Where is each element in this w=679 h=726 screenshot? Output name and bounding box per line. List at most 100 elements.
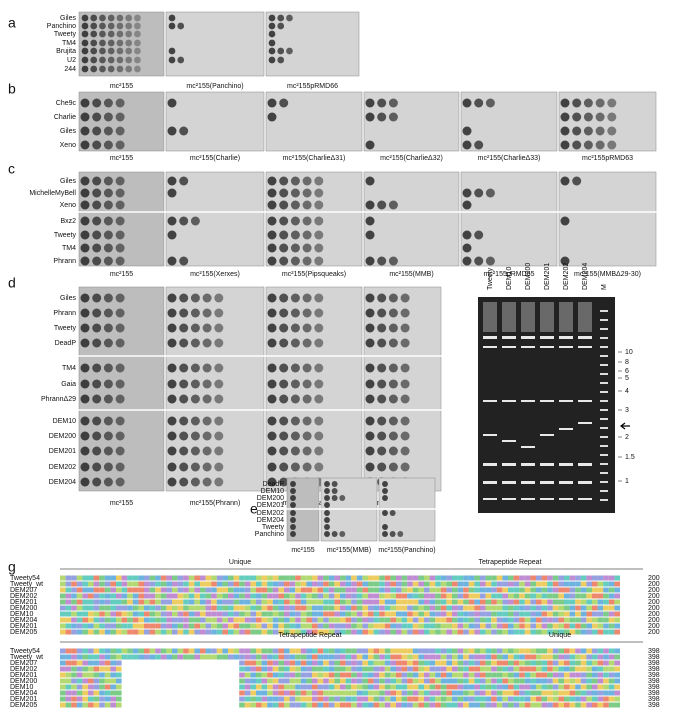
residue (407, 666, 413, 672)
residue (132, 623, 139, 629)
residue (552, 623, 559, 629)
seq-name: DEM200 (10, 605, 37, 612)
residue (384, 581, 391, 587)
residue (412, 629, 419, 635)
residue (536, 599, 542, 605)
residue (424, 611, 430, 617)
plate (165, 91, 265, 152)
residue (110, 660, 116, 666)
spot (125, 47, 133, 55)
residue (250, 684, 256, 690)
residue (362, 672, 368, 678)
residue (429, 654, 436, 660)
plate-caption: mc²155pRMD63 (582, 155, 633, 162)
residue (356, 617, 363, 623)
residue (289, 648, 296, 654)
residue (524, 654, 531, 660)
residue (261, 575, 268, 581)
row-label: MichelleMyBell (29, 190, 76, 197)
residue (491, 575, 497, 581)
residue (88, 581, 94, 587)
residue (239, 660, 245, 666)
residue (284, 611, 290, 617)
residue (558, 629, 564, 635)
residue (452, 672, 458, 678)
band (559, 400, 573, 402)
residue (323, 672, 329, 678)
residue (491, 587, 497, 593)
row-label: Gaia (61, 381, 76, 388)
residue (564, 581, 570, 587)
residue (127, 617, 133, 623)
residue (76, 690, 83, 696)
residue (547, 587, 553, 593)
spot (214, 363, 224, 373)
spot (80, 256, 90, 266)
residue (312, 654, 318, 660)
residue (183, 648, 189, 654)
residue (228, 623, 234, 629)
residue (580, 629, 587, 635)
residue (295, 678, 301, 684)
spot (179, 462, 189, 472)
residue (614, 672, 620, 678)
residue (468, 702, 475, 708)
residue (82, 672, 88, 678)
residue (384, 666, 391, 672)
residue (356, 575, 363, 581)
residue (569, 696, 576, 702)
residue (233, 648, 240, 654)
residue (547, 593, 553, 599)
residue (530, 666, 536, 672)
residue (345, 666, 352, 672)
residue (547, 684, 553, 690)
residue (496, 660, 503, 666)
residue (93, 696, 100, 702)
spot (365, 140, 375, 150)
residue (60, 629, 66, 635)
residue (418, 684, 424, 690)
residue (144, 629, 150, 635)
spot (462, 200, 472, 210)
seq-end: 398 (648, 672, 660, 679)
row-label: Panchino (255, 531, 284, 538)
residue (60, 593, 66, 599)
spot (400, 379, 410, 389)
residue (502, 605, 508, 611)
residue (401, 617, 408, 623)
row-label: Giles (60, 178, 76, 185)
residue (272, 617, 279, 623)
residue (597, 666, 604, 672)
residue (76, 660, 83, 666)
residue (351, 654, 357, 660)
residue (76, 605, 83, 611)
residue (244, 593, 251, 599)
spot (214, 338, 224, 348)
residue (485, 587, 492, 593)
residue (71, 629, 77, 635)
spot (290, 524, 296, 530)
residue (502, 696, 508, 702)
spot (115, 394, 125, 404)
residue (93, 611, 100, 617)
residue (71, 599, 77, 605)
residue (267, 684, 273, 690)
residue (396, 696, 402, 702)
band (502, 440, 516, 442)
residue (278, 690, 284, 696)
residue (485, 629, 492, 635)
residue (82, 611, 88, 617)
residue (463, 629, 469, 635)
spot (115, 323, 125, 333)
residue (603, 575, 609, 581)
residue (88, 599, 94, 605)
plate-caption: mc²155 (110, 83, 133, 90)
spot (214, 477, 224, 487)
spot (382, 510, 388, 516)
residue (502, 611, 508, 617)
spot (103, 379, 113, 389)
residue (586, 587, 592, 593)
residue (345, 611, 352, 617)
residue (524, 702, 531, 708)
spot (167, 446, 177, 456)
